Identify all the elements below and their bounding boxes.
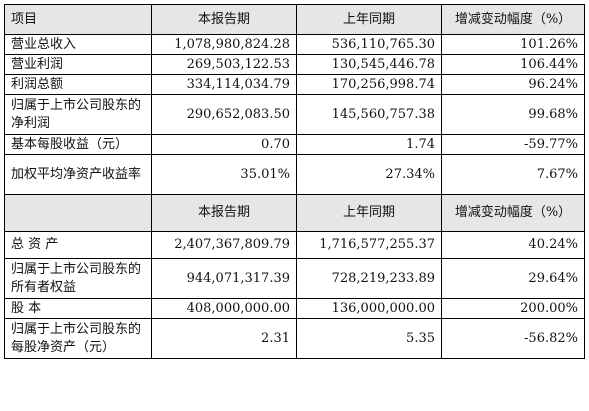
header-current-period: 本报告期 bbox=[151, 4, 297, 35]
cell-change: 99.68% bbox=[441, 94, 585, 135]
table-row: 归属于上市公司股东的每股净资产（元） 2.31 5.35 -56.82% bbox=[4, 318, 585, 359]
row-label: 利润总额 bbox=[4, 74, 152, 95]
cell-current: 408,000,000.00 bbox=[151, 298, 297, 319]
cell-current: 2,407,367,809.79 bbox=[151, 231, 297, 259]
row-label: 加权平均净资产收益率 bbox=[4, 154, 152, 195]
cell-prior: 145,560,757.38 bbox=[296, 94, 442, 135]
cell-prior: 5.35 bbox=[296, 318, 442, 359]
cell-current: 35.01% bbox=[151, 154, 297, 195]
table-row: 归属于上市公司股东的净利润 290,652,083.50 145,560,757… bbox=[4, 94, 585, 135]
table-row: 营业总收入 1,078,980,824.28 536,110,765.30 10… bbox=[4, 34, 585, 55]
cell-prior: 1,716,577,255.37 bbox=[296, 231, 442, 259]
header-current-period: 本报告期 bbox=[151, 194, 297, 232]
header-blank bbox=[4, 194, 152, 232]
cell-current: 0.70 bbox=[151, 134, 297, 155]
cell-change: -56.82% bbox=[441, 318, 585, 359]
cell-current: 290,652,083.50 bbox=[151, 94, 297, 135]
cell-prior: 728,219,233.89 bbox=[296, 258, 442, 299]
cell-change: 7.67% bbox=[441, 154, 585, 195]
table-row: 加权平均净资产收益率 35.01% 27.34% 7.67% bbox=[4, 154, 585, 195]
table-row: 总 资 产 2,407,367,809.79 1,716,577,255.37 … bbox=[4, 231, 585, 259]
cell-current: 944,071,317.39 bbox=[151, 258, 297, 299]
cell-current: 269,503,122.53 bbox=[151, 54, 297, 75]
row-label: 营业利润 bbox=[4, 54, 152, 75]
header-change-rate: 增减变动幅度（%） bbox=[441, 194, 585, 232]
table-row: 营业利润 269,503,122.53 130,545,446.78 106.4… bbox=[4, 54, 585, 75]
header-change-rate: 增减变动幅度（%） bbox=[441, 4, 585, 35]
cell-prior: 1.74 bbox=[296, 134, 442, 155]
table-row: 基本每股收益（元） 0.70 1.74 -59.77% bbox=[4, 134, 585, 155]
table-row: 股 本 408,000,000.00 136,000,000.00 200.00… bbox=[4, 298, 585, 319]
header-item: 项目 bbox=[4, 4, 152, 35]
table1-header-row: 项目 本报告期 上年同期 增减变动幅度（%） bbox=[4, 4, 585, 35]
header-prior-period: 上年同期 bbox=[296, 194, 442, 232]
row-label: 总 资 产 bbox=[4, 231, 152, 259]
cell-prior: 136,000,000.00 bbox=[296, 298, 442, 319]
cell-prior: 170,256,998.74 bbox=[296, 74, 442, 95]
cell-change: 29.64% bbox=[441, 258, 585, 299]
row-label: 归属于上市公司股东的每股净资产（元） bbox=[4, 318, 152, 359]
table-row: 利润总额 334,114,034.79 170,256,998.74 96.24… bbox=[4, 74, 585, 95]
row-label: 基本每股收益（元） bbox=[4, 134, 152, 155]
cell-current: 2.31 bbox=[151, 318, 297, 359]
cell-change: 40.24% bbox=[441, 231, 585, 259]
cell-current: 334,114,034.79 bbox=[151, 74, 297, 95]
cell-prior: 130,545,446.78 bbox=[296, 54, 442, 75]
cell-change: 200.00% bbox=[441, 298, 585, 319]
cell-prior: 27.34% bbox=[296, 154, 442, 195]
row-label: 股 本 bbox=[4, 298, 152, 319]
row-label: 营业总收入 bbox=[4, 34, 152, 55]
cell-change: 106.44% bbox=[441, 54, 585, 75]
cell-change: 101.26% bbox=[441, 34, 585, 55]
financial-table: 项目 本报告期 上年同期 增减变动幅度（%） 营业总收入 1,078,980,8… bbox=[4, 4, 585, 359]
cell-change: -59.77% bbox=[441, 134, 585, 155]
table-row: 归属于上市公司股东的所有者权益 944,071,317.39 728,219,2… bbox=[4, 258, 585, 299]
cell-change: 96.24% bbox=[441, 74, 585, 95]
row-label: 归属于上市公司股东的所有者权益 bbox=[4, 258, 152, 299]
header-prior-period: 上年同期 bbox=[296, 4, 442, 35]
row-label: 归属于上市公司股东的净利润 bbox=[4, 94, 152, 135]
cell-prior: 536,110,765.30 bbox=[296, 34, 442, 55]
table2-header-row: 本报告期 上年同期 增减变动幅度（%） bbox=[4, 194, 585, 232]
cell-current: 1,078,980,824.28 bbox=[151, 34, 297, 55]
